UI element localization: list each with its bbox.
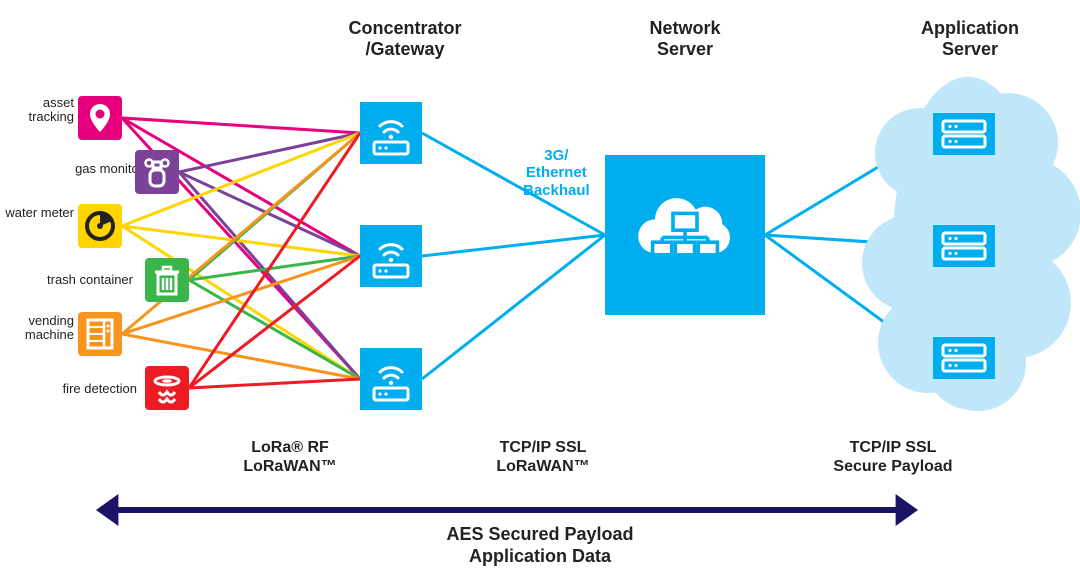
stage-lora-label: LoRa® RF LoRaWAN™	[200, 438, 380, 476]
device-label-water: water meter	[4, 206, 74, 220]
gateway-2	[360, 225, 422, 287]
device-label-gas: gas monitor	[48, 162, 143, 176]
device-label-trash: trash container	[38, 273, 133, 287]
trash-icon	[145, 258, 189, 302]
network-server	[605, 155, 765, 315]
gas-icon	[135, 150, 179, 194]
backhaul-label: 3G/ Ethernet Backhaul	[523, 147, 590, 199]
gateway-title: Concentrator /Gateway	[320, 18, 490, 59]
app-server-1	[933, 113, 995, 155]
network-title: Network Server	[615, 18, 755, 59]
footer-text: AES Secured Payload Application Data	[400, 524, 680, 567]
gateway-1	[360, 102, 422, 164]
device-label-vending: vending machine	[4, 314, 74, 343]
vending-icon	[78, 312, 122, 356]
device-label-fire: fire detection	[42, 382, 137, 396]
fire-icon	[145, 366, 189, 410]
app-server-2	[933, 225, 995, 267]
device-label-asset: asset tracking	[4, 96, 74, 125]
application-title: Application Server	[895, 18, 1045, 59]
stage-tcp2-label: TCP/IP SSL Secure Payload	[803, 438, 983, 476]
asset-icon	[78, 96, 122, 140]
water-icon	[78, 204, 122, 248]
stage-tcp1-label: TCP/IP SSL LoRaWAN™	[453, 438, 633, 476]
gateway-3	[360, 348, 422, 410]
app-server-3	[933, 337, 995, 379]
